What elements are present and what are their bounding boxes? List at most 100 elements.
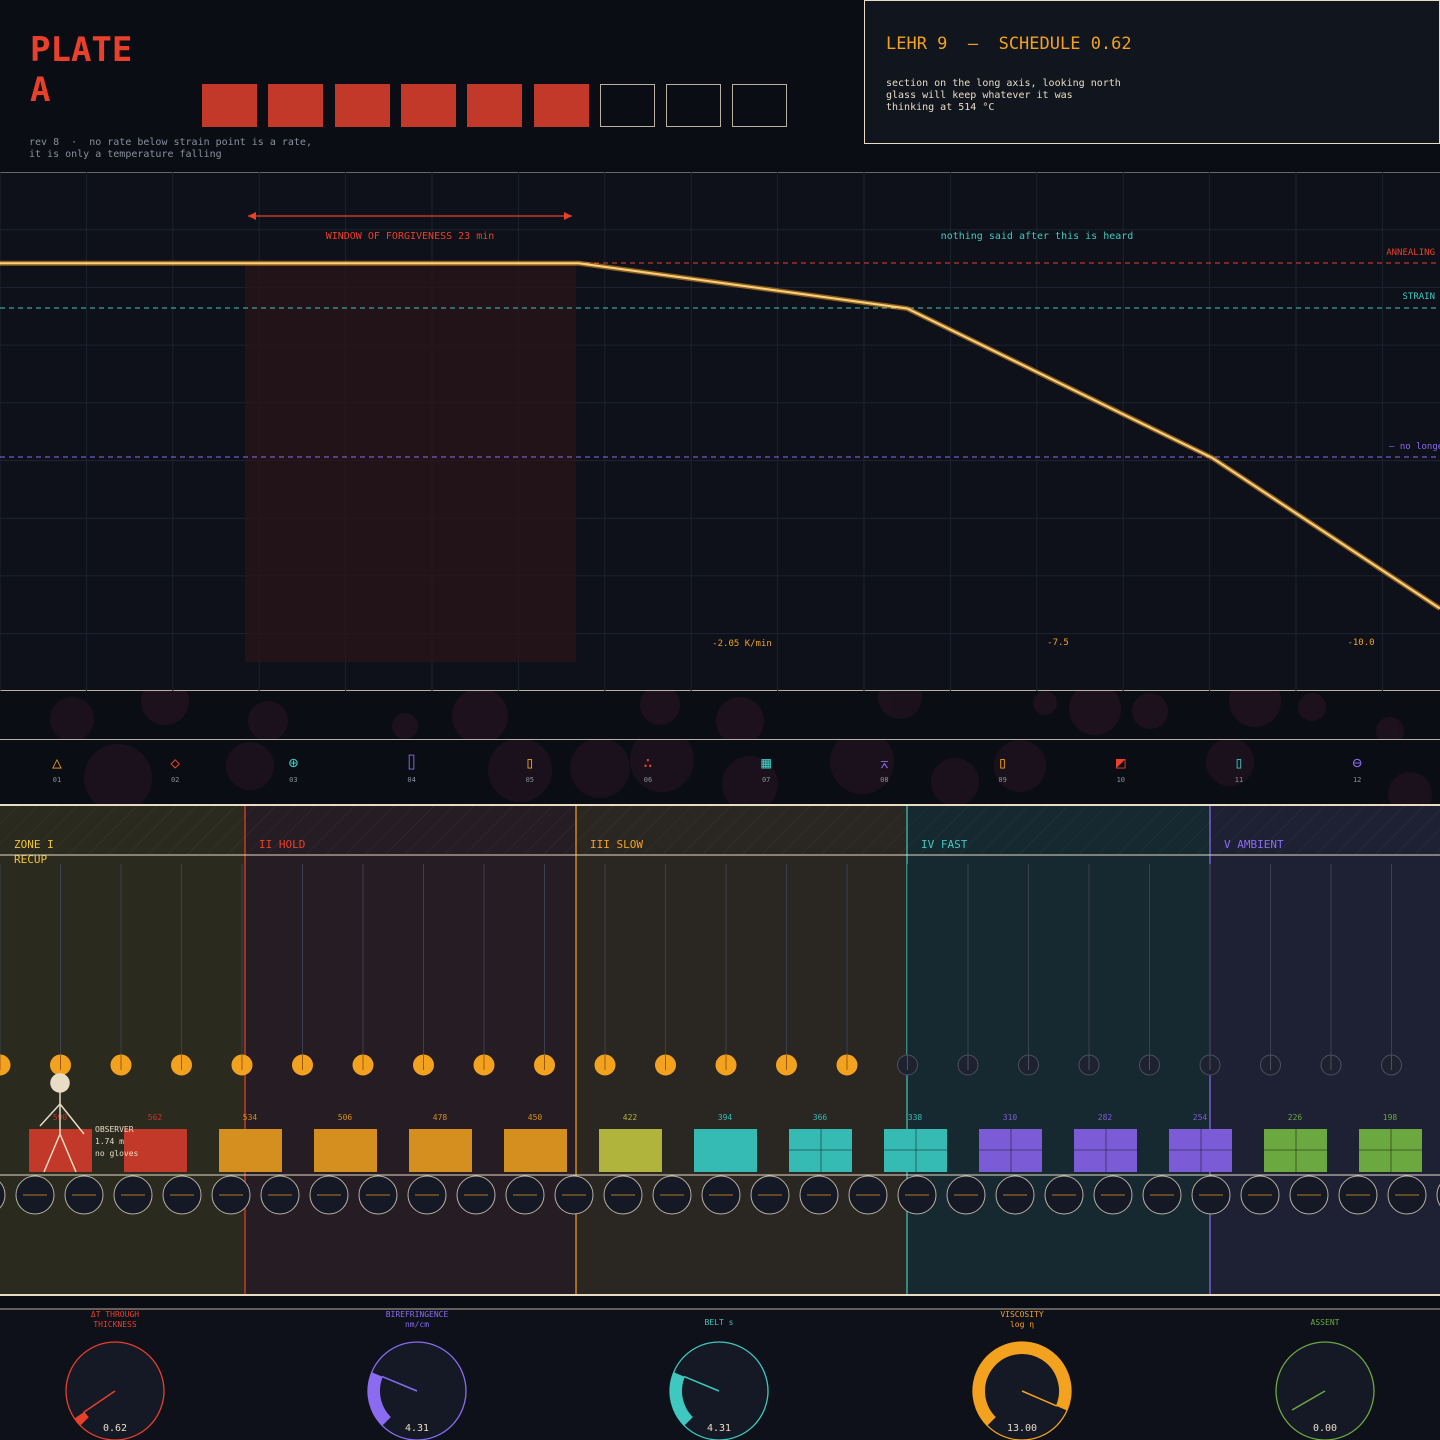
rate-label-2: -7.5 [1047, 638, 1069, 648]
block-temp: 478 [433, 1113, 448, 1122]
glass-block [789, 1129, 852, 1172]
icon-glyph: ▦ [761, 753, 771, 772]
progress-segment [202, 84, 257, 127]
icon-glyph: ⊖ [1352, 753, 1362, 772]
glass-block [124, 1129, 187, 1172]
progress-segment [268, 84, 324, 127]
gauge-label: BIREFRINGENCE nm/cm [385, 1310, 449, 1329]
gauge-needle [381, 1375, 418, 1392]
block-temp: 366 [813, 1113, 828, 1122]
gauge-label: ASSENT [1310, 1318, 1340, 1327]
icon-glyph: ▯ [997, 753, 1008, 772]
progress-segment [533, 84, 589, 127]
glass-block [1074, 1129, 1137, 1172]
cooling-curve [0, 262, 1440, 610]
glass-block [979, 1129, 1042, 1172]
gauge: ΔT THROUGH THICKNESS 0.62 [15, 1310, 215, 1440]
progress-segment [467, 84, 523, 127]
block-temp: 450 [528, 1113, 543, 1122]
glass-block [1359, 1129, 1422, 1172]
circle-minus-icon[interactable]: ⊖ 12 [1337, 752, 1377, 784]
icon-number: 05 [525, 776, 535, 784]
gauge-dial: 13.00 [972, 1341, 1072, 1440]
icon-glyph: ◇ [170, 753, 180, 772]
gauge-needle [683, 1375, 720, 1392]
gauge-needle [1021, 1390, 1058, 1407]
progress-segment [599, 84, 655, 127]
frame-icon[interactable]: ▯ 11 [1219, 752, 1259, 784]
gauge-value: 0.00 [1313, 1423, 1337, 1434]
icon-number: 12 [1352, 776, 1362, 784]
block-temp: 310 [1003, 1113, 1018, 1122]
clip-icon[interactable]: ⌷ 04 [392, 752, 432, 784]
block-temp: 394 [718, 1113, 733, 1122]
glass-block [409, 1129, 472, 1172]
block-temp: 534 [243, 1113, 258, 1122]
icon-glyph: ⊕ [288, 753, 299, 772]
gauge-value: 0.62 [103, 1423, 127, 1434]
forgiveness-window-band [245, 264, 576, 662]
gauge-fill [973, 1342, 1071, 1426]
icon-strip-texture [84, 740, 1432, 804]
glass-block [314, 1129, 377, 1172]
block-temp: 562 [148, 1113, 163, 1122]
diamond-icon[interactable]: ◇ 02 [155, 752, 195, 784]
icon-number: 03 [289, 776, 298, 784]
revision-note: rev 8 · no rate below strain point is a … [29, 137, 312, 160]
crosshair-icon[interactable]: ⊕ 03 [273, 752, 313, 784]
gauge-value: 13.00 [1007, 1423, 1037, 1434]
gauge: VISCOSITY log η 13.00 [922, 1310, 1122, 1440]
lehr-zone [1210, 806, 1440, 1295]
gauge-dial: 4.31 [367, 1341, 467, 1440]
block-temp: 422 [623, 1113, 638, 1122]
roller [0, 1181, 6, 1209]
glass-block [1169, 1129, 1232, 1172]
glass-block [884, 1129, 947, 1172]
schedule-panel: LEHR 9 — SCHEDULE 0.62 section on the lo… [864, 0, 1440, 144]
lehr-zone [907, 806, 1210, 1295]
glass-block [694, 1129, 757, 1172]
half-square-icon[interactable]: ◩ 10 [1101, 752, 1141, 784]
icon-number: 08 [880, 776, 889, 784]
frame-icon[interactable]: ▯ 09 [983, 752, 1023, 784]
annealing-label: ANNEALING [1386, 248, 1435, 258]
therefore-icon[interactable]: ∴ 06 [628, 752, 668, 784]
observer-label: OBSERVER 1.74 m no gloves [95, 1125, 139, 1158]
icon-glyph: ◩ [1115, 753, 1126, 772]
icon-number: 01 [52, 776, 62, 784]
texture-band [0, 691, 1440, 740]
rate-label-1: -2.05 K/min [712, 639, 772, 649]
window-label: WINDOW OF FORGIVENESS 23 min [326, 231, 495, 242]
gauge-needle [1291, 1390, 1326, 1411]
gauge-value: 4.31 [707, 1423, 731, 1434]
icon-number: 02 [170, 776, 180, 784]
caret-bar-icon[interactable]: ⌅ 08 [864, 752, 904, 784]
warning-triangle-icon[interactable]: △ 01 [37, 752, 77, 784]
gauge-value: 4.31 [405, 1423, 429, 1434]
gauge: ASSENT 0.00 [1225, 1310, 1425, 1440]
gauge-label: BELT s [704, 1318, 734, 1327]
frame-icon[interactable]: ▯ 05 [510, 752, 550, 784]
cooling-curve-chart: WINDOW OF FORGIVENESS 23 min nothing sai… [0, 172, 1440, 691]
gauge-dial: 0.62 [65, 1341, 165, 1440]
block-temp: 506 [338, 1113, 353, 1122]
glass-transition-label: — no longer glass-in-motion [1389, 442, 1440, 452]
chart-grid [0, 172, 1440, 691]
icon-glyph: ▯ [1234, 753, 1244, 772]
schedule-note: section on the long axis, looking north … [886, 78, 1121, 113]
icon-glyph: △ [52, 753, 62, 772]
gauge-dial: 4.31 [669, 1341, 769, 1440]
strain-label: STRAIN [1402, 292, 1435, 302]
lehr-zone [576, 806, 907, 1295]
block-temp: 226 [1288, 1113, 1303, 1122]
icon-number: 07 [761, 776, 771, 784]
icon-number: 06 [643, 776, 653, 784]
schedule-title: LEHR 9 — SCHEDULE 0.62 [886, 34, 1132, 54]
lehr-zone [245, 806, 576, 1295]
grid-icon[interactable]: ▦ 07 [746, 752, 786, 784]
icon-number: 04 [407, 776, 416, 784]
icon-glyph: ⌅ [879, 753, 890, 772]
gauge-needle [83, 1390, 116, 1413]
block-temp: 198 [1383, 1113, 1398, 1122]
icon-number: 11 [1234, 776, 1244, 784]
